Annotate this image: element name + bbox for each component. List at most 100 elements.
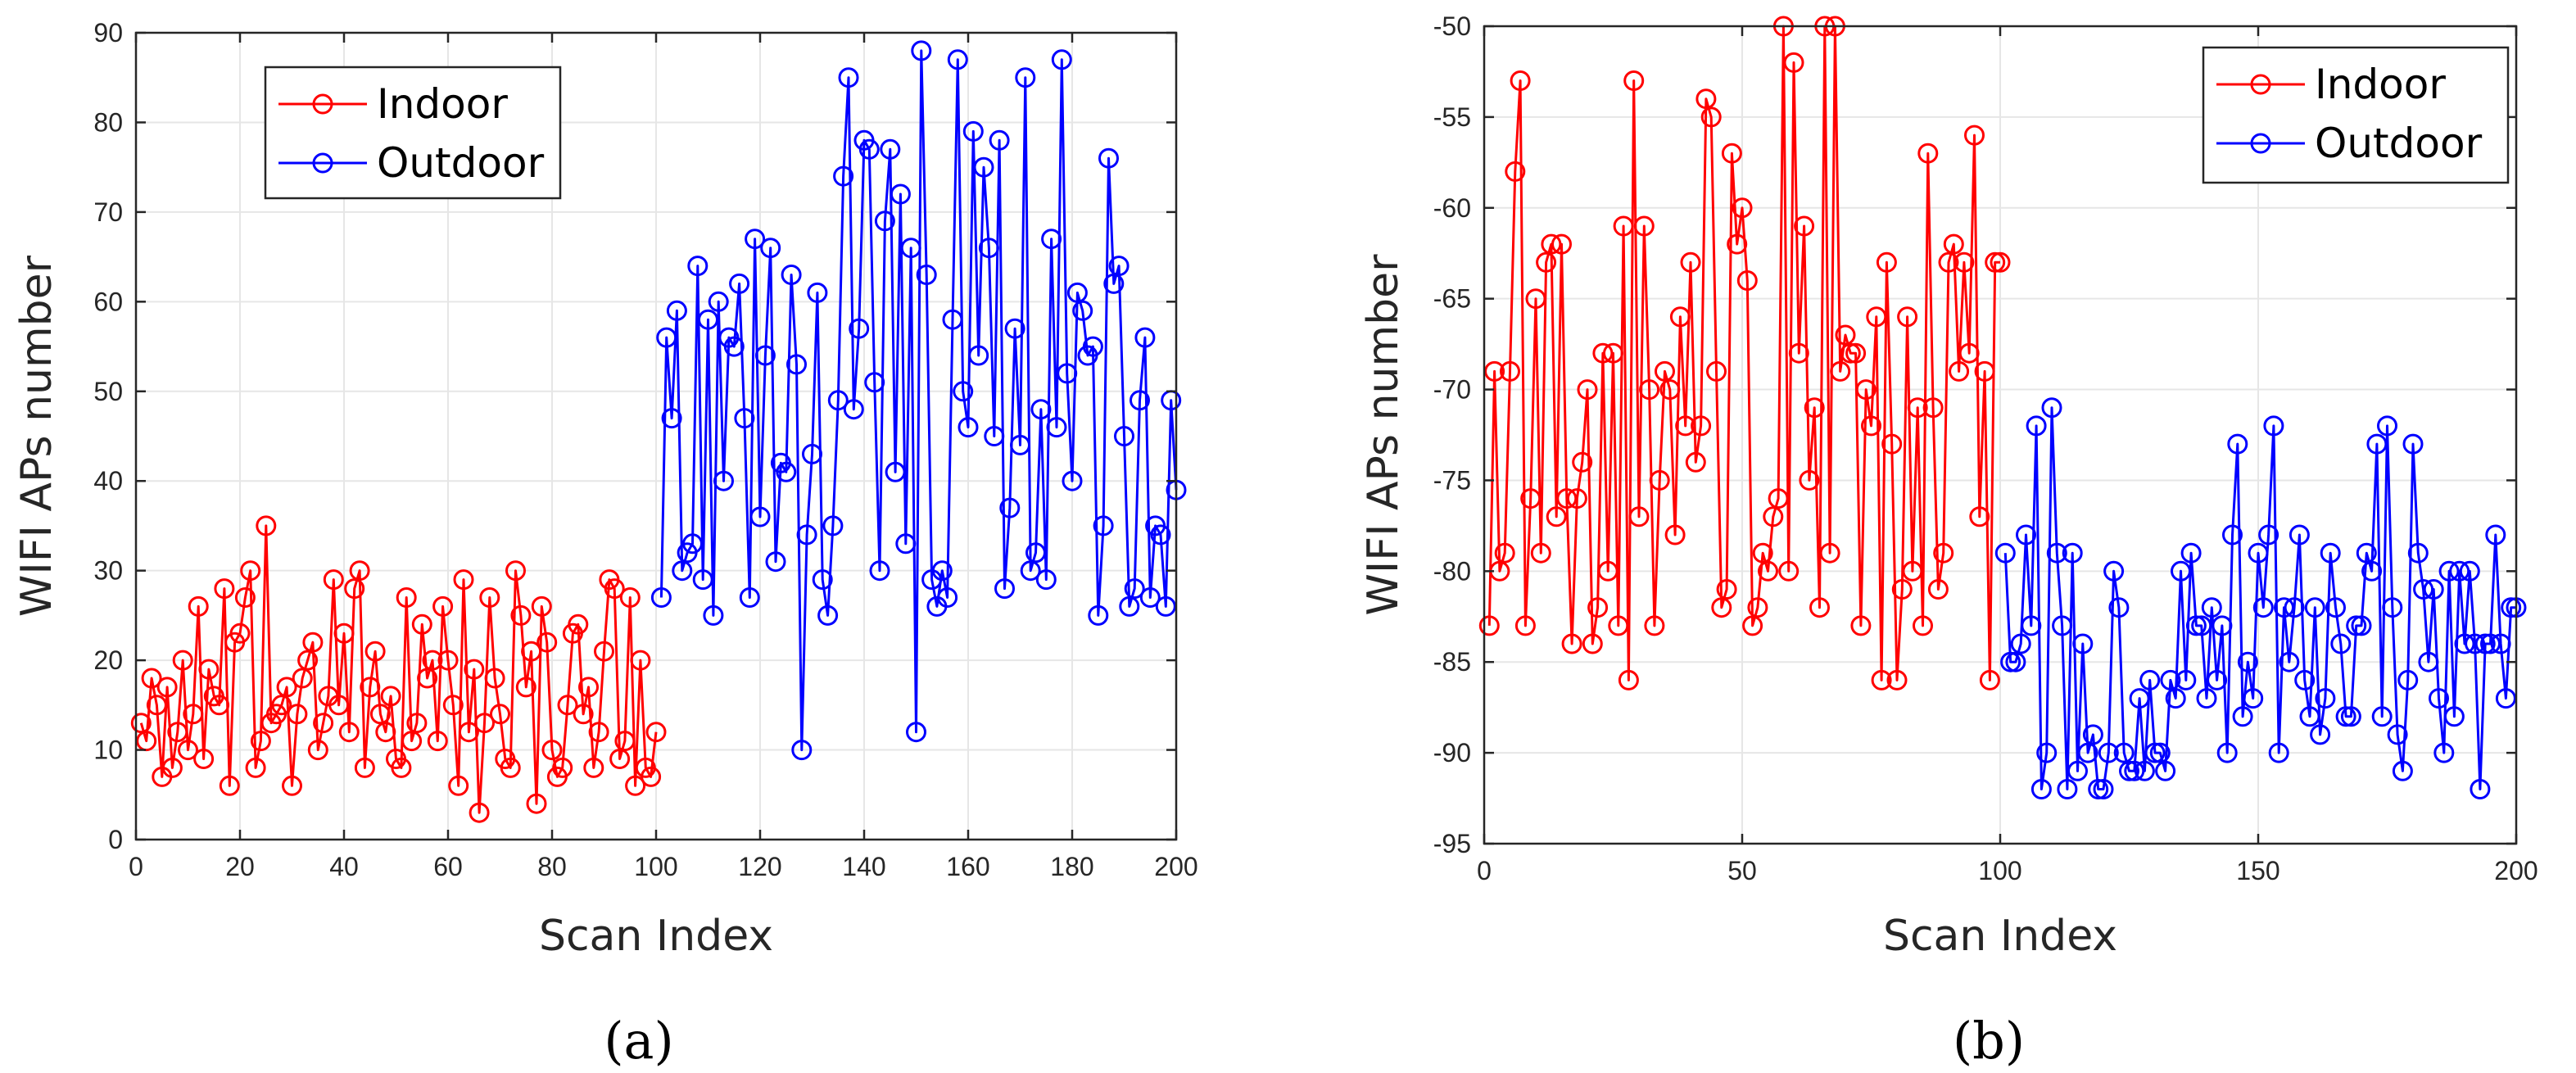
data-point xyxy=(375,722,396,743)
data-point xyxy=(1119,595,1140,617)
data-point xyxy=(1742,615,1763,636)
data-point xyxy=(765,551,786,573)
data-point xyxy=(1685,451,1706,473)
data-point xyxy=(760,238,781,259)
data-point xyxy=(2443,706,2465,727)
data-point xyxy=(1840,342,1861,364)
data-point xyxy=(568,613,589,635)
data-point xyxy=(1556,488,1578,509)
x-tick-label: 100 xyxy=(634,852,677,881)
data-point xyxy=(2304,597,2325,618)
data-point xyxy=(282,775,302,796)
data-point xyxy=(1608,615,1629,636)
data-point xyxy=(1633,215,1655,237)
data-point xyxy=(136,731,157,752)
data-point xyxy=(338,722,360,743)
data-point xyxy=(1711,597,1732,618)
data-point xyxy=(484,668,505,689)
data-point xyxy=(526,793,547,814)
data-point xyxy=(2160,669,2181,690)
series-outdoor xyxy=(1994,397,2527,799)
data-point xyxy=(2030,779,2052,799)
data-point xyxy=(2144,742,2166,763)
y-tick-label: -90 xyxy=(1433,738,1471,767)
data-point xyxy=(1727,233,1748,255)
data-point xyxy=(240,560,261,582)
data-point xyxy=(1994,542,2016,564)
data-point xyxy=(1979,669,2000,690)
tick-marks xyxy=(134,31,1178,841)
data-point xyxy=(458,722,479,743)
data-point xyxy=(749,506,771,527)
x-axis-label: Scan Index xyxy=(1883,912,2117,961)
data-point xyxy=(2465,633,2486,654)
data-point xyxy=(1788,342,1809,364)
data-point xyxy=(479,587,500,608)
data-point xyxy=(2129,688,2150,709)
y-tick-label: 70 xyxy=(93,197,123,227)
data-point xyxy=(1103,273,1125,294)
y-tick-label: -65 xyxy=(1433,284,1471,314)
data-point xyxy=(2356,542,2377,564)
data-point xyxy=(682,533,703,555)
data-point xyxy=(583,757,604,778)
data-point xyxy=(906,722,926,743)
data-point xyxy=(703,604,724,626)
data-point xyxy=(1582,633,1603,654)
data-point xyxy=(2413,579,2434,600)
x-tick-label: 140 xyxy=(842,852,885,881)
data-point xyxy=(1088,604,1109,626)
data-point xyxy=(1768,488,1789,509)
data-point xyxy=(2258,524,2279,546)
data-point xyxy=(1051,49,1072,70)
y-tick-label: 20 xyxy=(93,645,123,675)
data-point xyxy=(2171,560,2191,582)
data-point xyxy=(838,67,859,88)
data-point xyxy=(796,524,817,546)
data-point xyxy=(1020,560,1041,582)
data-point xyxy=(2207,669,2228,690)
data-point xyxy=(2041,397,2062,419)
data-point xyxy=(2005,651,2026,672)
series-line-outdoor xyxy=(659,49,1178,752)
data-point xyxy=(1752,542,1773,564)
data-point xyxy=(1525,288,1546,310)
data-point xyxy=(229,623,251,644)
data-point xyxy=(895,533,917,555)
data-point xyxy=(391,757,412,778)
data-point xyxy=(354,757,375,778)
x-axis-label: Scan Index xyxy=(539,912,773,961)
data-point xyxy=(2036,742,2058,763)
data-point xyxy=(1572,451,1593,473)
data-point xyxy=(614,731,636,752)
data-point xyxy=(1551,233,1572,255)
data-point xyxy=(1897,306,1918,328)
data-point xyxy=(698,309,718,330)
data-point xyxy=(2346,615,2367,636)
data-point xyxy=(1706,360,1727,382)
data-point xyxy=(1866,306,1887,328)
series-outdoor xyxy=(650,40,1187,761)
data-point xyxy=(2175,669,2197,690)
data-point xyxy=(1876,251,1897,273)
data-point xyxy=(994,578,1015,600)
y-tick-label: -80 xyxy=(1433,556,1471,586)
data-point xyxy=(2088,779,2109,799)
data-point xyxy=(276,677,297,698)
data-point xyxy=(1035,569,1057,591)
data-point xyxy=(256,515,277,536)
data-point xyxy=(302,632,324,653)
data-point xyxy=(1799,469,1820,491)
data-point xyxy=(973,156,994,178)
legend-swatch-marker xyxy=(312,152,333,174)
data-point xyxy=(1072,300,1093,321)
data-point xyxy=(474,713,495,734)
x-tick-label: 160 xyxy=(946,852,989,881)
x-tick-label: 150 xyxy=(2236,856,2279,885)
data-point xyxy=(1587,597,1609,618)
x-tick-label: 80 xyxy=(537,852,567,881)
data-point xyxy=(2082,724,2103,745)
data-point xyxy=(2325,597,2346,618)
x-tick-label: 0 xyxy=(129,852,143,881)
data-point xyxy=(2232,706,2253,727)
